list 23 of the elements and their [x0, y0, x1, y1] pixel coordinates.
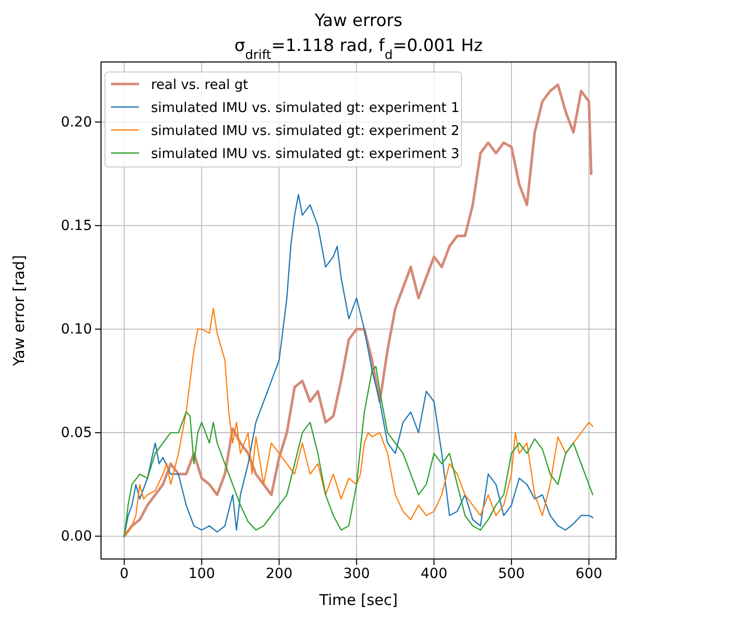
x-tick-label: 600 — [576, 566, 602, 582]
legend-label: real vs. real gt — [151, 77, 248, 93]
y-tick-label: 0.20 — [60, 114, 92, 131]
x-tick-label: 100 — [188, 566, 216, 582]
legend-label: simulated IMU vs. simulated gt: experiment 3 — [151, 146, 460, 162]
x-tick-label: 0 — [120, 566, 129, 582]
line-series — [124, 194, 594, 537]
y-axis-title: Yaw error [rad] — [10, 255, 28, 367]
x-tick-label: 300 — [343, 566, 370, 582]
x-tick-label: 400 — [420, 566, 448, 582]
x-tick-label: 500 — [498, 566, 525, 582]
line-series — [124, 366, 594, 537]
y-tick-label: 0.15 — [60, 218, 92, 234]
legend-label: simulated IMU vs. simulated gt: experiment 2 — [151, 123, 460, 139]
y-tick-label: 0.10 — [60, 322, 92, 338]
chart-subtitle: σ$_{drift}$=1.118 rad, f$_{d}$=0.001 Hz — [234, 36, 483, 62]
y-tick-label: 0.00 — [60, 528, 92, 545]
legend-label: simulated IMU vs. simulated gt: experiment 1 — [151, 100, 460, 116]
chart-title: Yaw errors — [314, 11, 403, 31]
y-tick-label: 0.05 — [60, 425, 92, 442]
x-tick-label: 200 — [266, 566, 292, 582]
x-axis-title: Time [sec] — [318, 591, 398, 609]
line-series — [124, 308, 594, 537]
